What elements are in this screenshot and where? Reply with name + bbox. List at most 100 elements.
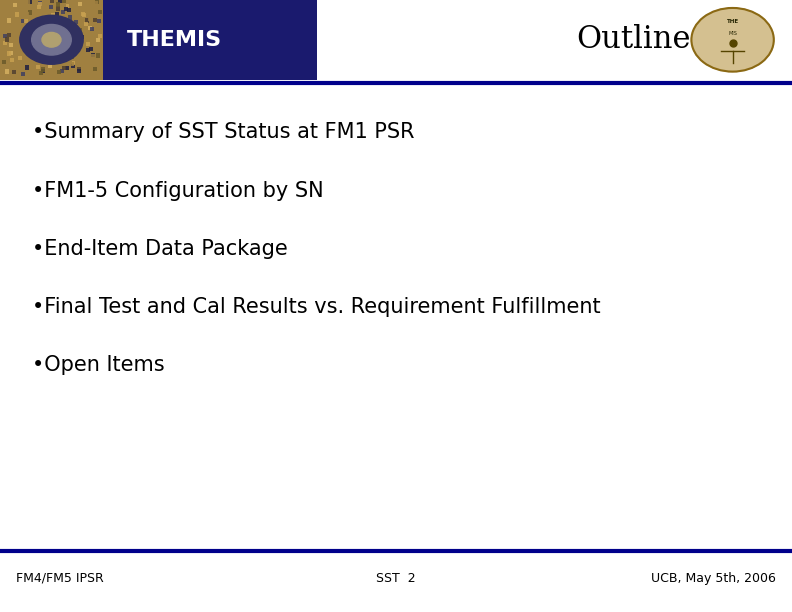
FancyBboxPatch shape bbox=[37, 38, 41, 42]
FancyBboxPatch shape bbox=[36, 65, 40, 69]
FancyBboxPatch shape bbox=[62, 10, 66, 14]
FancyBboxPatch shape bbox=[82, 13, 86, 17]
FancyBboxPatch shape bbox=[59, 69, 63, 73]
FancyBboxPatch shape bbox=[5, 37, 9, 42]
FancyBboxPatch shape bbox=[59, 51, 63, 56]
FancyBboxPatch shape bbox=[51, 24, 55, 29]
FancyBboxPatch shape bbox=[28, 36, 32, 40]
FancyBboxPatch shape bbox=[32, 34, 36, 38]
FancyBboxPatch shape bbox=[53, 15, 57, 19]
FancyBboxPatch shape bbox=[72, 49, 76, 53]
FancyBboxPatch shape bbox=[77, 69, 81, 73]
FancyBboxPatch shape bbox=[32, 32, 36, 36]
FancyBboxPatch shape bbox=[78, 2, 82, 6]
FancyBboxPatch shape bbox=[63, 25, 67, 29]
Text: •End-Item Data Package: •End-Item Data Package bbox=[32, 239, 287, 259]
FancyBboxPatch shape bbox=[38, 2, 42, 6]
FancyBboxPatch shape bbox=[12, 70, 16, 74]
FancyBboxPatch shape bbox=[96, 9, 100, 13]
FancyBboxPatch shape bbox=[24, 19, 28, 23]
FancyBboxPatch shape bbox=[63, 26, 67, 31]
FancyBboxPatch shape bbox=[0, 0, 317, 80]
FancyBboxPatch shape bbox=[36, 50, 40, 54]
FancyBboxPatch shape bbox=[13, 3, 17, 7]
FancyBboxPatch shape bbox=[41, 67, 45, 72]
FancyBboxPatch shape bbox=[93, 40, 97, 45]
FancyBboxPatch shape bbox=[55, 57, 59, 61]
FancyBboxPatch shape bbox=[81, 12, 85, 16]
FancyBboxPatch shape bbox=[17, 68, 21, 72]
FancyBboxPatch shape bbox=[31, 43, 35, 48]
Text: Outline: Outline bbox=[577, 24, 691, 55]
FancyBboxPatch shape bbox=[7, 18, 11, 23]
FancyBboxPatch shape bbox=[56, 2, 60, 7]
Text: •Open Items: •Open Items bbox=[32, 355, 164, 375]
FancyBboxPatch shape bbox=[2, 60, 6, 64]
FancyBboxPatch shape bbox=[91, 53, 95, 57]
FancyBboxPatch shape bbox=[96, 53, 100, 58]
FancyBboxPatch shape bbox=[27, 50, 31, 54]
FancyBboxPatch shape bbox=[64, 7, 68, 12]
FancyBboxPatch shape bbox=[6, 51, 10, 56]
FancyBboxPatch shape bbox=[38, 1, 42, 6]
FancyBboxPatch shape bbox=[62, 66, 66, 70]
FancyBboxPatch shape bbox=[97, 19, 101, 23]
FancyBboxPatch shape bbox=[21, 19, 25, 23]
FancyBboxPatch shape bbox=[71, 64, 75, 68]
Text: SST  2: SST 2 bbox=[376, 572, 416, 585]
FancyBboxPatch shape bbox=[95, 0, 99, 4]
FancyBboxPatch shape bbox=[25, 0, 29, 4]
FancyBboxPatch shape bbox=[71, 31, 75, 35]
FancyBboxPatch shape bbox=[74, 20, 78, 24]
FancyBboxPatch shape bbox=[41, 69, 45, 73]
FancyBboxPatch shape bbox=[18, 56, 22, 60]
Text: •Summary of SST Status at FM1 PSR: •Summary of SST Status at FM1 PSR bbox=[32, 122, 414, 143]
FancyBboxPatch shape bbox=[70, 62, 74, 66]
FancyBboxPatch shape bbox=[70, 43, 74, 48]
FancyBboxPatch shape bbox=[10, 51, 13, 55]
FancyBboxPatch shape bbox=[56, 6, 60, 10]
FancyBboxPatch shape bbox=[78, 28, 82, 32]
Circle shape bbox=[32, 24, 71, 55]
FancyBboxPatch shape bbox=[80, 35, 84, 39]
FancyBboxPatch shape bbox=[44, 50, 48, 54]
FancyBboxPatch shape bbox=[29, 10, 32, 15]
FancyBboxPatch shape bbox=[28, 0, 32, 4]
FancyBboxPatch shape bbox=[86, 42, 89, 47]
FancyBboxPatch shape bbox=[9, 43, 13, 47]
FancyBboxPatch shape bbox=[51, 13, 55, 17]
FancyBboxPatch shape bbox=[48, 30, 52, 34]
FancyBboxPatch shape bbox=[50, 59, 54, 63]
FancyBboxPatch shape bbox=[89, 17, 93, 21]
Circle shape bbox=[691, 8, 774, 72]
Text: FM4/FM5 IPSR: FM4/FM5 IPSR bbox=[16, 572, 104, 585]
FancyBboxPatch shape bbox=[59, 40, 63, 44]
FancyBboxPatch shape bbox=[65, 66, 69, 70]
FancyBboxPatch shape bbox=[73, 51, 77, 56]
FancyBboxPatch shape bbox=[35, 46, 39, 50]
FancyBboxPatch shape bbox=[93, 18, 97, 22]
Text: •Final Test and Cal Results vs. Requirement Fulfillment: •Final Test and Cal Results vs. Requirem… bbox=[32, 297, 600, 317]
FancyBboxPatch shape bbox=[98, 10, 102, 14]
FancyBboxPatch shape bbox=[3, 34, 7, 39]
FancyBboxPatch shape bbox=[58, 0, 62, 3]
Circle shape bbox=[20, 15, 83, 64]
FancyBboxPatch shape bbox=[86, 48, 89, 52]
FancyBboxPatch shape bbox=[63, 43, 67, 48]
FancyBboxPatch shape bbox=[67, 8, 71, 12]
FancyBboxPatch shape bbox=[78, 35, 82, 40]
FancyBboxPatch shape bbox=[50, 0, 54, 3]
FancyBboxPatch shape bbox=[89, 27, 93, 31]
FancyBboxPatch shape bbox=[97, 38, 101, 42]
FancyBboxPatch shape bbox=[68, 39, 72, 43]
FancyBboxPatch shape bbox=[5, 69, 9, 73]
FancyBboxPatch shape bbox=[6, 32, 10, 37]
Circle shape bbox=[42, 32, 61, 47]
FancyBboxPatch shape bbox=[67, 15, 71, 20]
FancyBboxPatch shape bbox=[55, 12, 59, 16]
FancyBboxPatch shape bbox=[36, 4, 40, 9]
FancyBboxPatch shape bbox=[64, 21, 68, 26]
FancyBboxPatch shape bbox=[69, 39, 73, 43]
FancyBboxPatch shape bbox=[33, 58, 37, 62]
FancyBboxPatch shape bbox=[63, 48, 67, 52]
